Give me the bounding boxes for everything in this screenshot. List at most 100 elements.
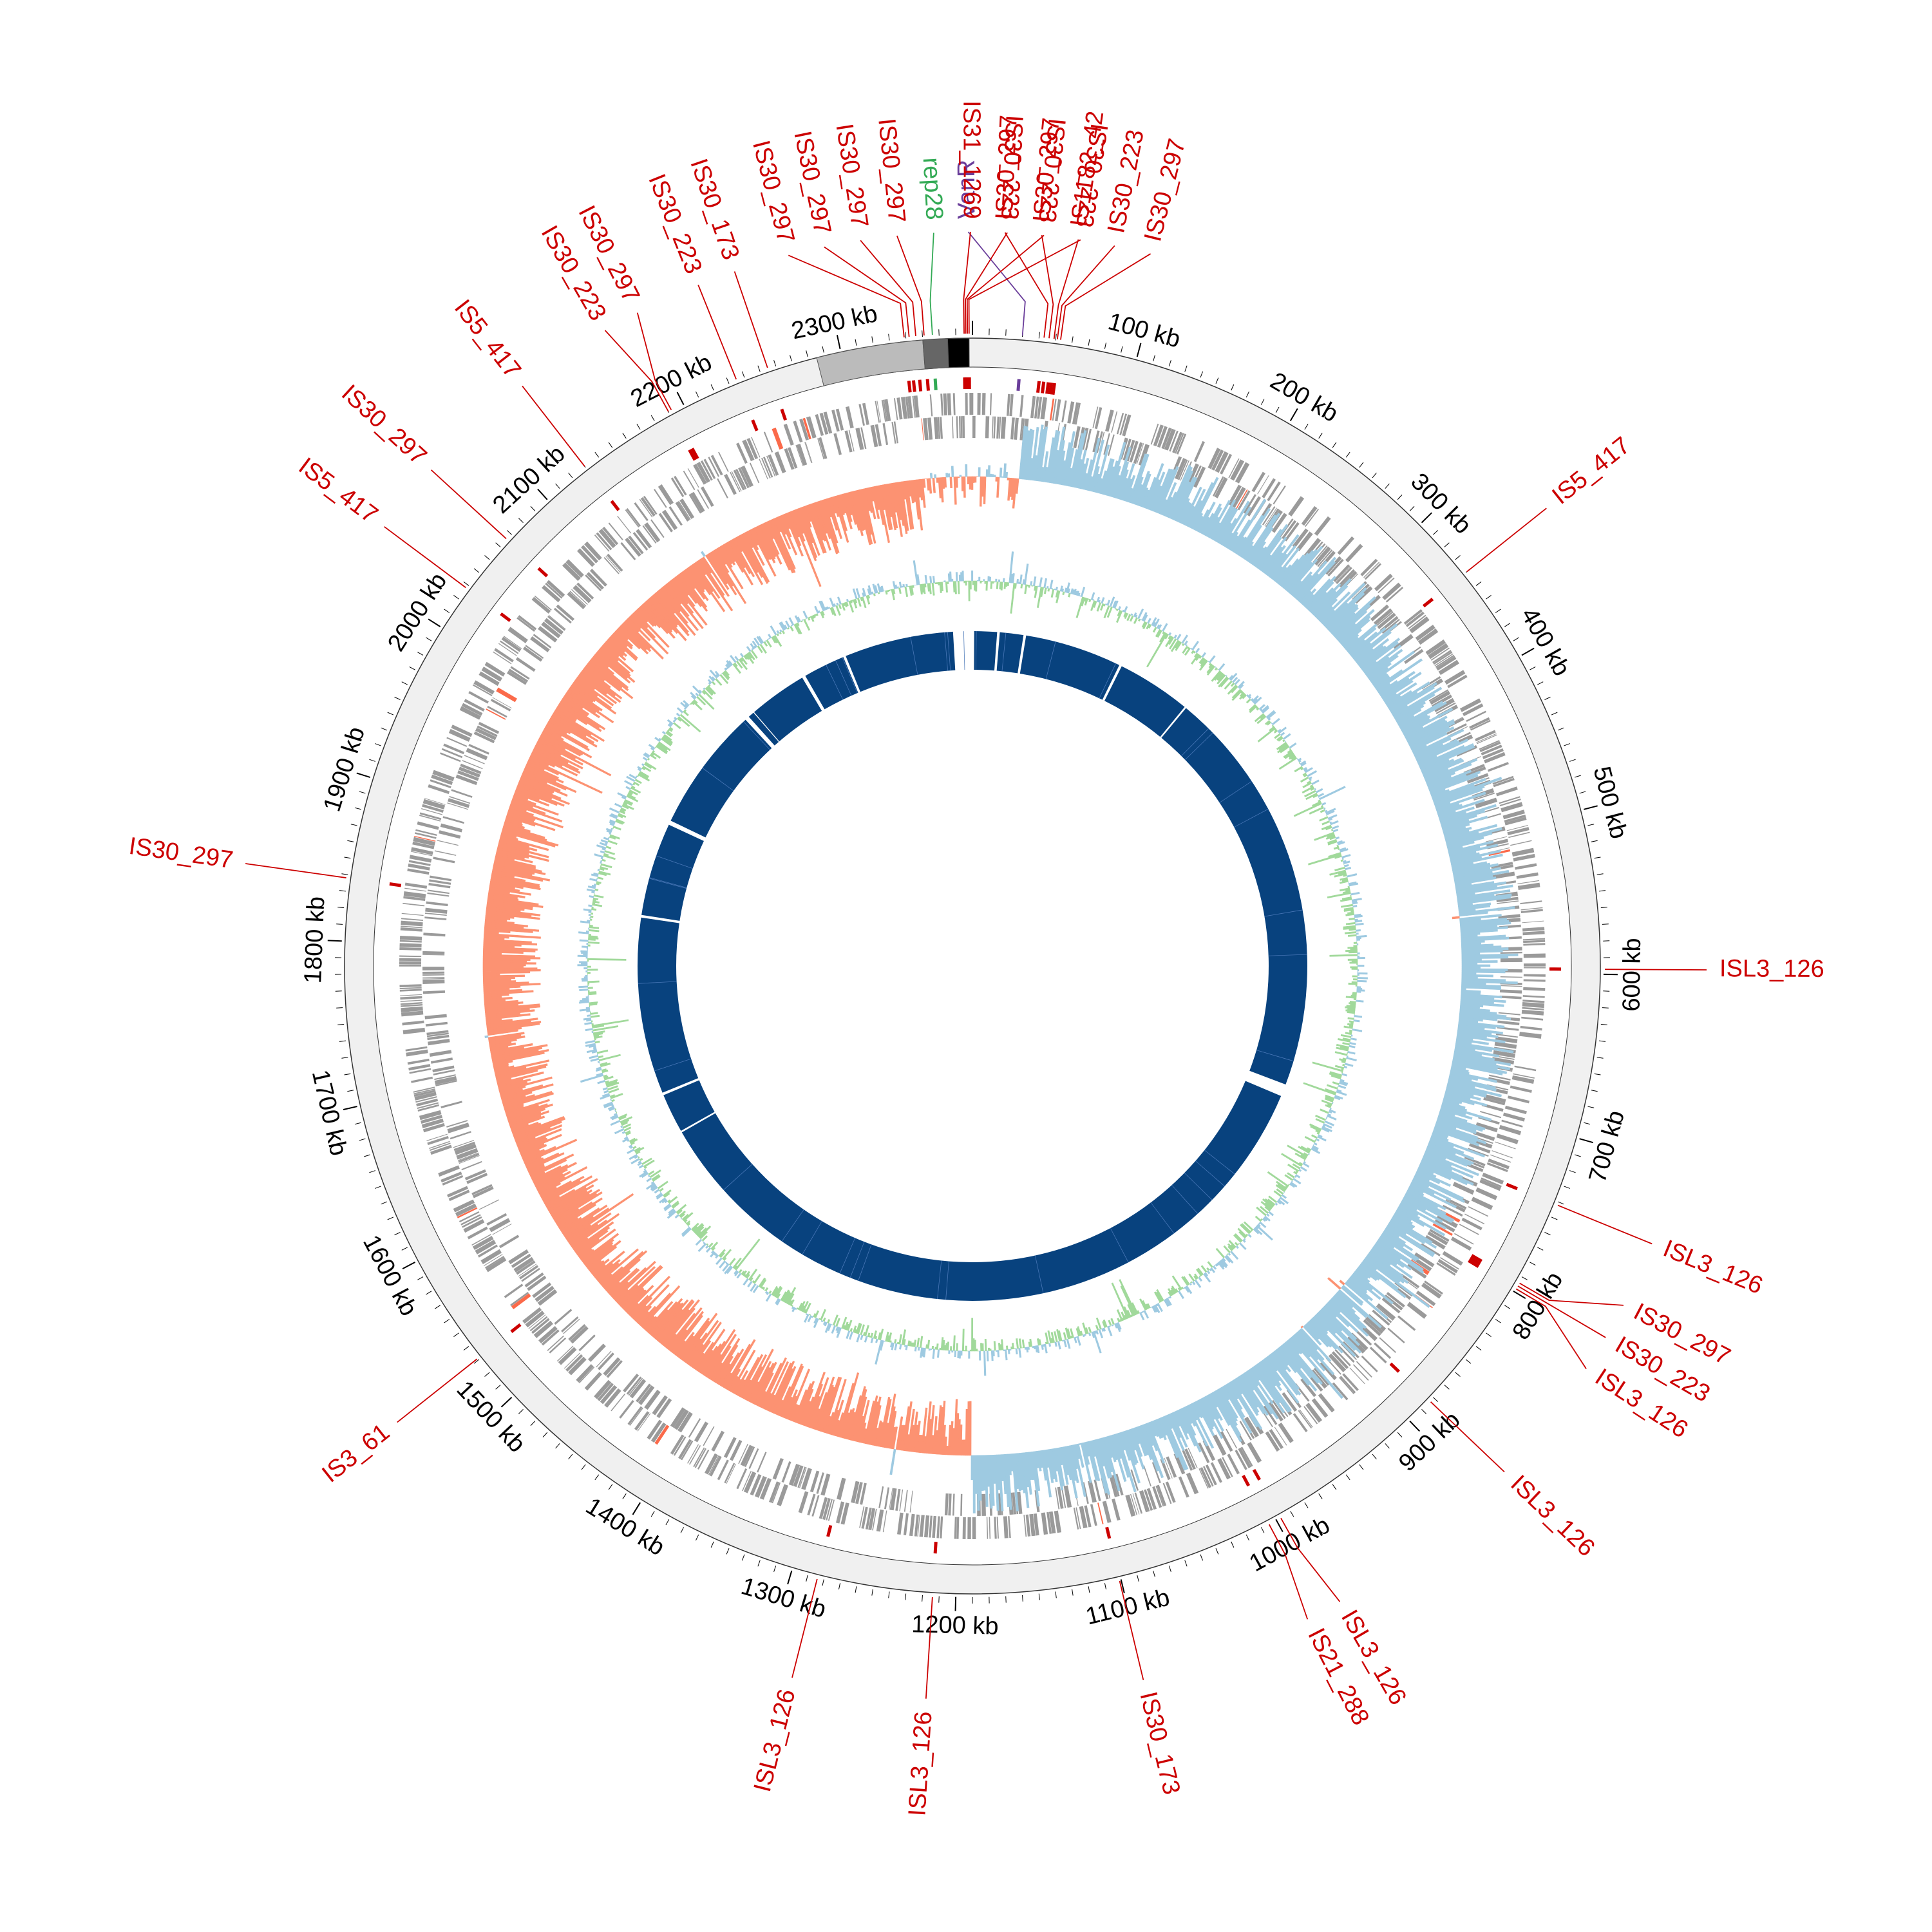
- cds-feature: [428, 1038, 450, 1046]
- cds-feature: [422, 954, 445, 956]
- cds-feature: [1482, 1172, 1504, 1185]
- minor-tick: [1260, 1527, 1265, 1533]
- minor-tick: [1591, 1090, 1598, 1092]
- cds-feature: [1421, 1243, 1441, 1256]
- cds-feature: [634, 1411, 650, 1431]
- gc-content-bar: [947, 581, 949, 584]
- cds-feature: [399, 961, 422, 965]
- cds-feature: [1220, 1431, 1233, 1452]
- minor-tick: [1587, 1106, 1595, 1108]
- cds-feature: [1314, 546, 1331, 566]
- cds-feature: [426, 1133, 448, 1142]
- gc-content-bar: [800, 620, 803, 623]
- gc-content-bar: [587, 987, 593, 989]
- cds-feature: [628, 535, 644, 554]
- gc-content-bar: [808, 1314, 811, 1316]
- cds-feature: [1475, 1187, 1498, 1200]
- cds-feature: [1464, 766, 1486, 777]
- gc-content-bar: [1129, 615, 1134, 622]
- minor-tick: [568, 472, 573, 478]
- cds-feature: [433, 857, 455, 864]
- cds-feature: [447, 802, 469, 810]
- gc-content-bar: [593, 884, 596, 886]
- cds-feature: [561, 1316, 579, 1332]
- minor-tick: [555, 483, 560, 489]
- blast-hit-block: [670, 719, 772, 838]
- cds-feature: [437, 840, 459, 846]
- gc-skew-bar: [999, 468, 1003, 478]
- gc-content-bar: [969, 1349, 972, 1352]
- minor-tick: [1231, 1541, 1235, 1548]
- gc-content-bar: [1347, 1017, 1354, 1020]
- gc-skew-bar: [993, 475, 996, 478]
- cds-feature: [636, 529, 652, 549]
- cds-feature: [399, 958, 422, 961]
- cds-feature: [1387, 1327, 1405, 1343]
- gc-content-bar: [927, 1340, 931, 1349]
- gc-content-bar: [1356, 990, 1361, 993]
- cds-feature: [1088, 1480, 1097, 1503]
- gc-content-bar: [587, 960, 589, 962]
- cds-feature: [1497, 1020, 1520, 1026]
- cds-feature: [1186, 1472, 1199, 1495]
- cds-feature: [1470, 719, 1491, 731]
- minor-tick: [594, 1474, 600, 1481]
- cds-feature: [424, 913, 447, 916]
- gc-content-bar: [597, 869, 600, 871]
- cds-feature: [1468, 1143, 1491, 1153]
- gc-content-bar: [770, 625, 777, 636]
- cds-feature: [820, 1473, 831, 1496]
- cds-feature: [1262, 478, 1276, 498]
- gc-content-bar: [641, 763, 645, 766]
- is-element-mark: [933, 1542, 938, 1554]
- cds-feature: [784, 448, 795, 470]
- cds-feature: [1397, 1315, 1416, 1331]
- minor-tick: [1513, 637, 1519, 641]
- cds-feature: [763, 431, 773, 453]
- cds-feature: [480, 1249, 502, 1265]
- gc-content-bar: [936, 1349, 940, 1358]
- cds-feature: [1409, 616, 1430, 634]
- cds-feature: [1112, 1498, 1121, 1521]
- cds-feature: [1511, 848, 1535, 857]
- major-tick: [1421, 512, 1432, 524]
- gc-content-bar: [1327, 892, 1351, 898]
- cds-feature: [981, 393, 986, 415]
- cds-feature: [1048, 1511, 1056, 1534]
- cds-feature: [1482, 748, 1504, 759]
- gc-content-bar: [1300, 776, 1309, 783]
- cds-feature: [1160, 1458, 1171, 1481]
- cds-feature: [859, 1482, 867, 1505]
- minor-tick: [1318, 433, 1323, 439]
- cds-feature: [1464, 1213, 1485, 1225]
- annotation-leader-line: [734, 271, 768, 368]
- cds-feature: [1521, 1009, 1544, 1016]
- cds-feature: [419, 812, 442, 820]
- gc-skew-bar: [1461, 964, 1491, 967]
- cds-feature: [471, 1184, 493, 1195]
- cds-feature: [568, 1324, 586, 1341]
- annotation-leader-line: [896, 235, 925, 336]
- gc-content-bar: [1349, 917, 1355, 920]
- cds-feature: [954, 1517, 957, 1539]
- is-element-mark: [826, 1524, 833, 1537]
- cds-feature: [1247, 1441, 1262, 1463]
- cds-feature: [859, 1506, 865, 1528]
- cds-feature: [462, 1216, 482, 1228]
- gc-content-bar: [1045, 1341, 1048, 1345]
- annotation-label: ISL3_126: [1719, 955, 1824, 983]
- gc-content-bar: [1247, 1233, 1252, 1238]
- minor-tick: [608, 1484, 613, 1490]
- cds-feature: [448, 798, 470, 808]
- cds-feature: [1428, 689, 1449, 702]
- gc-content-bar: [790, 625, 794, 632]
- minor-tick: [1544, 1232, 1551, 1236]
- gc-content-bar: [877, 592, 880, 594]
- gc-skew-bar: [700, 551, 706, 558]
- cds-feature: [519, 1265, 539, 1280]
- gc-skew-bar: [959, 475, 962, 477]
- minor-tick: [696, 391, 699, 398]
- cds-feature: [1073, 426, 1081, 448]
- minor-tick: [1359, 462, 1364, 468]
- gc-content-bar: [1353, 942, 1358, 944]
